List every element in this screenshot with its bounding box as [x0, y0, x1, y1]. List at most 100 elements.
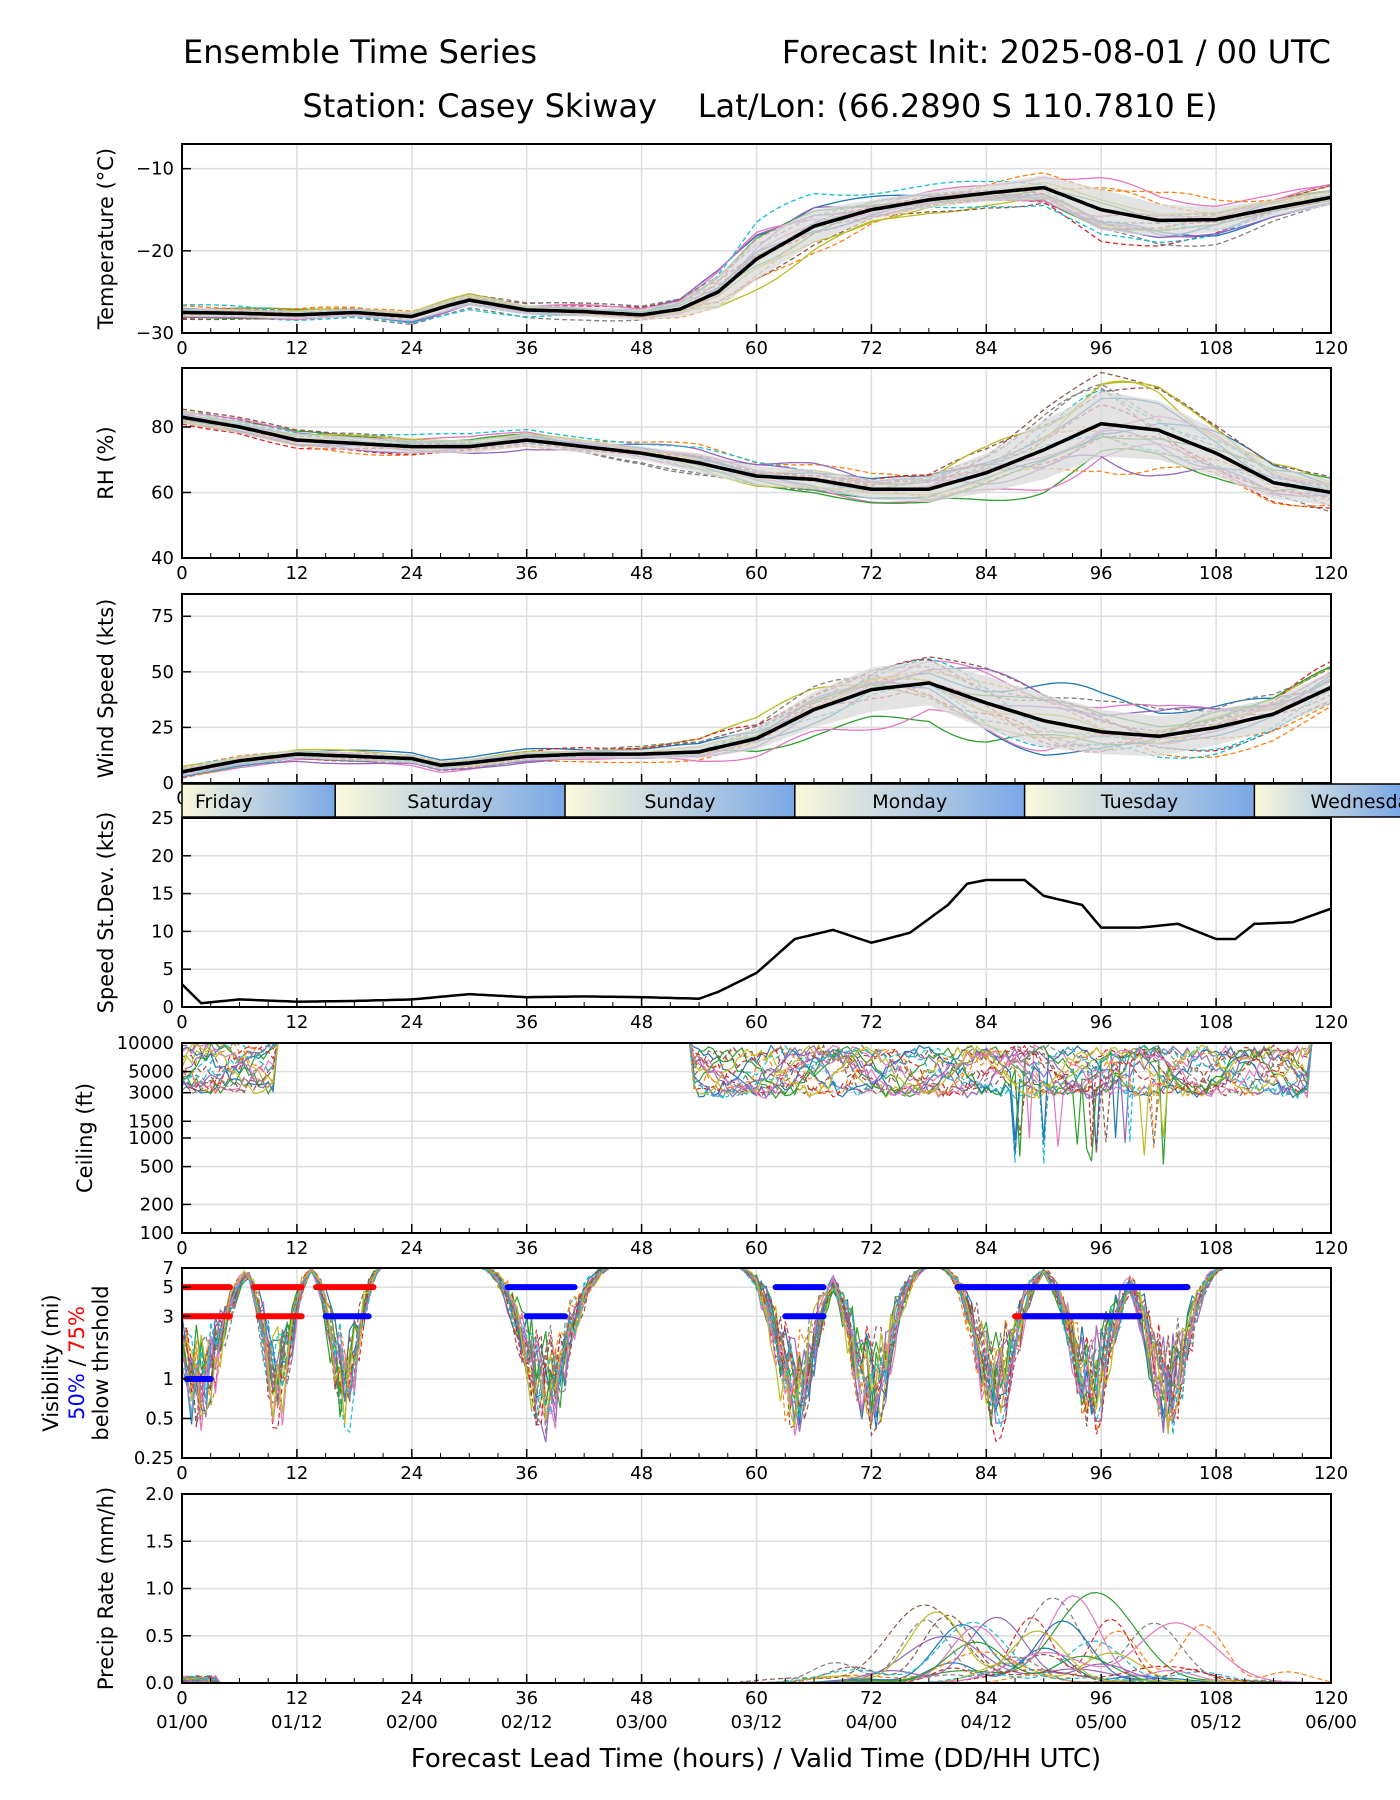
member-line — [182, 1640, 1331, 1683]
member-line — [182, 1043, 1331, 1144]
day-label: Monday — [872, 791, 947, 813]
x-tick-label: 48 — [630, 1012, 653, 1033]
x-tick-label: 108 — [1199, 1012, 1233, 1033]
y-tick-label: 25 — [151, 717, 174, 738]
day-segment — [794, 784, 1025, 817]
series-group — [182, 1268, 1226, 1443]
x-tick-label: 36 — [515, 1463, 538, 1484]
day-bar: Friday Saturday Sunday Monday Tuesday Wednesd… — [181, 783, 1400, 818]
panel-rh: 0 12 24 36 48 60 72 84 96 108 120 40 60 80 RH (%) — [94, 367, 1348, 584]
day-label: Tuesday — [1100, 791, 1178, 813]
day-label: Saturday — [407, 791, 493, 813]
y-tick-label: 5000 — [128, 1062, 174, 1083]
y-tick-label: 5 — [163, 1277, 174, 1298]
valid-time-label: 03/12 — [731, 1712, 783, 1733]
x-tick-label: 36 — [515, 1012, 538, 1033]
x-tick-label: 84 — [975, 563, 998, 584]
series-group — [182, 1043, 1331, 1165]
y-tick-label: −30 — [136, 323, 174, 344]
x-tick-label: 36 — [515, 338, 538, 359]
panel-precip: 0 12 24 36 48 60 72 84 96 108 120 0.0 0.5 1.0 1.5 2.0 Pr… — [94, 1484, 1348, 1709]
panel-visibility: 0 12 24 36 48 60 72 84 96 108 120 0.25 0.5 1 3 57 Visibi… — [39, 1258, 1348, 1484]
pct-50-label: 50% — [65, 1373, 89, 1420]
valid-time-label: 02/00 — [386, 1712, 438, 1733]
x-tick-label: 12 — [285, 1463, 308, 1484]
y-tick-label: 1000 — [128, 1128, 174, 1149]
x-tick-label: 72 — [860, 338, 883, 359]
valid-time-label: 05/12 — [1190, 1712, 1242, 1733]
member-line — [182, 412, 1331, 497]
x-tick-label: 24 — [400, 338, 423, 359]
y-tick-label: 500 — [140, 1157, 174, 1178]
x-tick-label: 60 — [745, 1238, 768, 1259]
member-line — [182, 194, 1331, 319]
day-label: Friday — [195, 791, 253, 813]
panel-ceiling: 0 12 24 36 48 60 72 84 96 108 120 100 200 500 10001500… — [73, 1033, 1348, 1259]
y-tick-label: 0.5 — [145, 1408, 174, 1429]
x-tick-label: 72 — [860, 1463, 883, 1484]
x-tick-label: 120 — [1314, 1012, 1348, 1033]
member-line — [182, 1652, 1331, 1683]
y-tick-label: 0.25 — [134, 1448, 174, 1469]
y-tick-label: 80 — [151, 417, 174, 438]
x-tick-label: 108 — [1199, 1238, 1233, 1259]
x-tick-label: 24 — [400, 563, 423, 584]
y-tick-label: 0 — [163, 997, 174, 1018]
y-tick-label: 60 — [151, 482, 174, 503]
member-line — [182, 1043, 1331, 1100]
x-tick-label: 120 — [1314, 1463, 1348, 1484]
member-line — [182, 1043, 1331, 1145]
x-tick-label: 0 — [176, 338, 187, 359]
member-line — [182, 193, 1331, 326]
x-tick-label: 108 — [1199, 338, 1233, 359]
x-tick-label: 36 — [515, 563, 538, 584]
x-tick-label: 48 — [630, 1688, 653, 1709]
x-tick-label: 48 — [630, 1463, 653, 1484]
figure-title: Ensemble Time Series — [183, 33, 537, 71]
day-segment — [1024, 784, 1255, 817]
x-tick-label: 24 — [400, 1238, 423, 1259]
y-axis-label: Speed St.Dev. (kts) — [94, 812, 118, 1014]
x-tick-label: 96 — [1090, 563, 1113, 584]
y-tick-label: 2.0 — [145, 1484, 174, 1505]
day-segment — [182, 784, 336, 817]
valid-time-label: 04/00 — [845, 1712, 897, 1733]
y-axis-label: Precip Rate (mm/h) — [94, 1487, 118, 1690]
station-info: Station: Casey Skiway Lat/Lon: (66.2890 … — [302, 87, 1217, 125]
x-tick-label: 72 — [860, 563, 883, 584]
member-line — [182, 1043, 1331, 1142]
x-tick-label: 0 — [176, 1688, 187, 1709]
ensemble-mean-line — [182, 185, 1331, 319]
x-tick-label: 84 — [975, 1012, 998, 1033]
day-label: Wednesday — [1310, 791, 1400, 813]
x-tick-label: 96 — [1090, 1238, 1113, 1259]
y-tick-label: 15 — [151, 884, 174, 905]
x-tick-label: 120 — [1314, 1238, 1348, 1259]
member-line — [182, 1043, 1331, 1147]
x-tick-label: 84 — [975, 1238, 998, 1259]
x-tick-label: 24 — [400, 1012, 423, 1033]
x-tick-label: 36 — [515, 1688, 538, 1709]
valid-time-label: 02/12 — [501, 1712, 553, 1733]
member-line — [182, 1641, 1331, 1683]
day-segment — [1254, 784, 1400, 817]
member-line — [182, 1043, 1331, 1156]
spread-band — [182, 660, 1331, 777]
x-tick-label: 96 — [1090, 1012, 1113, 1033]
stdev-line — [182, 878, 1331, 1005]
y-tick-label: 20 — [151, 846, 174, 867]
member-line — [182, 1043, 1331, 1139]
member-line — [182, 1268, 1221, 1426]
valid-time-label: 03/00 — [616, 1712, 668, 1733]
y-tick-label: 0.0 — [145, 1673, 174, 1694]
x-tick-label: 96 — [1090, 1463, 1113, 1484]
y-axis-label-threshold: below thrshold — [89, 1285, 113, 1440]
panel-temperature: 0 12 24 36 48 60 72 84 96 108 120 −30 −20 −10 Temperat… — [94, 143, 1348, 359]
forecast-init: Forecast Init: 2025-08-01 / 00 UTC — [782, 33, 1331, 71]
x-tick-label: 120 — [1314, 563, 1348, 584]
y-tick-label: 40 — [151, 548, 174, 569]
member-line — [182, 1622, 1331, 1683]
x-tick-label: 60 — [745, 338, 768, 359]
spread-band — [182, 175, 1331, 322]
